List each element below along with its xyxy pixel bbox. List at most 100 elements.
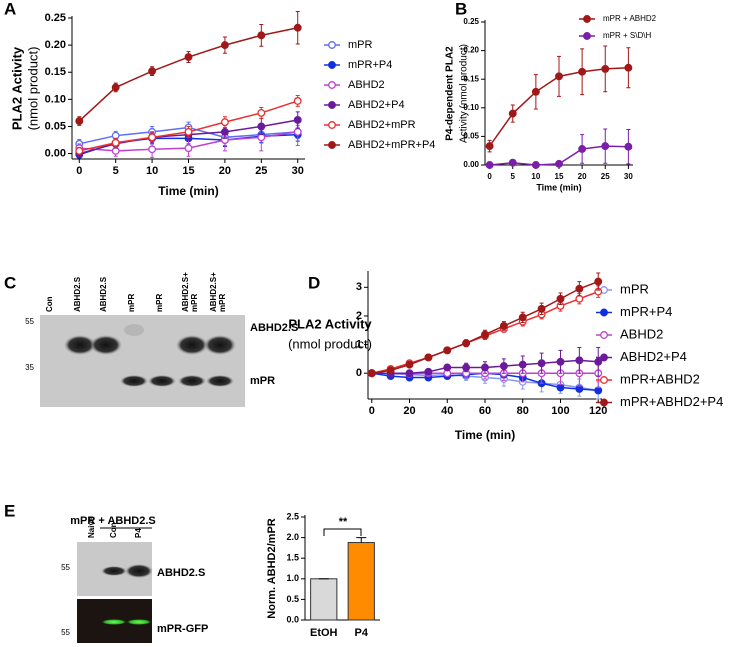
lane-label: Con xyxy=(45,296,54,312)
point xyxy=(499,322,508,330)
point xyxy=(485,161,494,169)
y-tick-label: 2 xyxy=(356,310,362,322)
x-tick-label: P4 xyxy=(355,627,369,639)
panel-letter: D xyxy=(308,273,320,292)
lane-label: mPR xyxy=(127,294,136,312)
panel-letter: C xyxy=(4,273,16,292)
lane-label: mPR xyxy=(218,294,227,312)
y-axis-title: Norm. ABHD2/mPR xyxy=(266,518,278,618)
x-tick-label: 15 xyxy=(182,165,194,177)
legend-marker xyxy=(600,308,608,317)
y-tick-label: 0.20 xyxy=(45,39,66,51)
blot-bands xyxy=(64,324,236,387)
point xyxy=(148,145,157,154)
legend-marker xyxy=(600,398,608,407)
point xyxy=(481,363,489,372)
legend-label: mPR xyxy=(620,281,649,296)
y-tick-label: 1.0 xyxy=(286,573,299,583)
x-tick-label: 25 xyxy=(255,165,267,177)
point xyxy=(293,116,302,124)
x-tick-label: 100 xyxy=(551,405,569,417)
mw-marker: 55 xyxy=(25,317,34,326)
point xyxy=(601,142,610,151)
point xyxy=(220,41,229,50)
point xyxy=(293,23,302,32)
legend-label: mPR+ABHD2 xyxy=(620,371,700,386)
point xyxy=(111,138,120,147)
point xyxy=(220,118,229,127)
y-tick-label: 0.00 xyxy=(45,147,66,159)
y-tick-label: 0.15 xyxy=(463,74,479,83)
y-axis-title: P4-dependent PLA2 xyxy=(445,46,456,141)
y-tick-label: 3 xyxy=(356,281,362,293)
point xyxy=(443,346,452,355)
point xyxy=(556,294,565,303)
legend-label: ABHD2 xyxy=(348,79,385,91)
blot-band xyxy=(126,619,152,625)
point xyxy=(575,356,584,365)
series-line xyxy=(78,27,298,122)
legend-marker xyxy=(583,15,591,23)
y-tick-label: 0.15 xyxy=(45,66,66,78)
legend-marker xyxy=(328,121,336,129)
x-tick-label: 5 xyxy=(113,165,119,177)
point xyxy=(424,367,433,376)
point xyxy=(518,360,527,369)
point xyxy=(257,122,266,131)
legend-marker xyxy=(328,141,336,149)
point xyxy=(367,369,376,378)
series-line xyxy=(371,280,599,374)
mw-marker: 35 xyxy=(25,363,34,372)
point xyxy=(575,284,584,293)
point xyxy=(443,363,452,372)
y-tick-label: 0.20 xyxy=(463,46,479,55)
legend-marker xyxy=(328,81,336,89)
x-tick-label: 120 xyxy=(589,405,607,417)
point xyxy=(578,67,587,76)
point xyxy=(624,142,633,151)
point xyxy=(386,366,395,375)
legend-label: ABHD2+mPR+P4 xyxy=(348,139,435,151)
point xyxy=(575,385,584,393)
panel-letter: E xyxy=(4,501,15,520)
point xyxy=(184,127,193,136)
y-axis-title: PLA2 Activity xyxy=(9,46,24,130)
legend-label: mPR+P4 xyxy=(620,304,672,319)
x-tick-label: 80 xyxy=(517,405,529,417)
legend-label: mPR + ABHD2 xyxy=(603,14,657,23)
point xyxy=(555,159,563,168)
lane-label: P4 xyxy=(134,528,143,538)
blot-band xyxy=(125,564,153,578)
point xyxy=(257,31,266,40)
legend-marker xyxy=(328,61,336,69)
point xyxy=(75,117,84,125)
y-tick-label: 1.5 xyxy=(286,553,299,563)
bar xyxy=(347,542,375,621)
point xyxy=(499,362,508,371)
point xyxy=(531,87,540,96)
x-tick-label: 30 xyxy=(624,172,633,181)
point xyxy=(462,339,471,348)
legend-label: ABHD2+P4 xyxy=(620,349,687,364)
band-label: mPR xyxy=(250,375,275,387)
point xyxy=(578,145,587,153)
y-axis-title: (nmol product) xyxy=(288,336,372,351)
x-tick-label: 60 xyxy=(479,405,491,417)
x-tick-label: 5 xyxy=(511,172,516,181)
point xyxy=(481,330,489,339)
legend-label: ABHD2+P4 xyxy=(348,99,405,111)
legend-marker xyxy=(583,32,591,40)
legend-label: mPR+P4 xyxy=(348,59,392,71)
point xyxy=(184,144,193,153)
lane-label: ABHD2.S+ xyxy=(209,272,218,312)
point xyxy=(405,360,414,369)
point xyxy=(485,142,494,151)
lane-label: ABHD2.S+ xyxy=(181,272,190,312)
legend-marker xyxy=(328,101,336,109)
y-tick-label: 2.5 xyxy=(286,511,299,521)
point xyxy=(424,353,433,362)
band-label: mPR-GFP xyxy=(157,623,208,635)
panel-letter: B xyxy=(455,0,467,18)
x-tick-label: EtOH xyxy=(310,627,338,639)
